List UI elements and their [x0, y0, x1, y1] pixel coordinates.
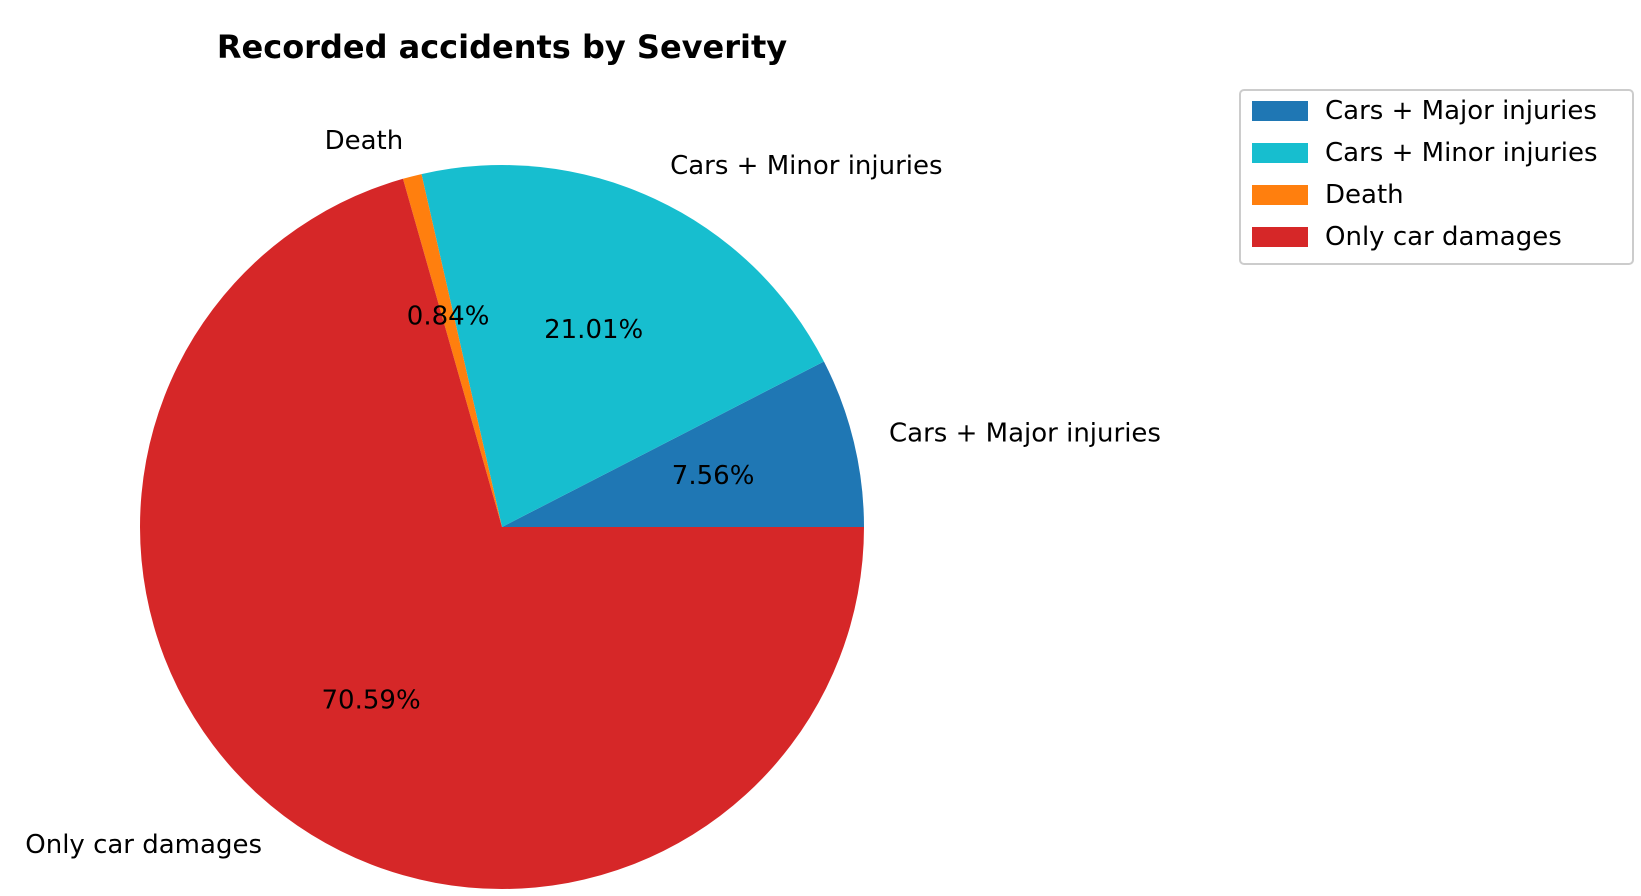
slice-label-cars-major-injuries: Cars + Major injuries: [889, 418, 1161, 448]
slice-label-only-car-damages: Only car damages: [25, 830, 262, 860]
percent-label-death: 0.84%: [407, 302, 490, 332]
chart-title: Recorded accidents by Severity: [217, 28, 787, 66]
slice-outer-labels: Cars + Major injuries Cars + Minor injuri…: [25, 126, 1161, 860]
percent-label-only-car-damages: 70.59%: [322, 685, 421, 715]
pie-slice-cars-major-injuries: [502, 361, 864, 527]
percent-label-cars-major-injuries: 7.56%: [672, 461, 755, 491]
slice-label-cars-minor-injuries: Cars + Minor injuries: [670, 151, 943, 181]
legend: Cars + Major injuries Cars + Minor injuri…: [1239, 89, 1634, 265]
pie-slices: [140, 165, 865, 890]
percent-labels: 7.56% 21.01% 0.84% 70.59%: [322, 302, 755, 716]
legend-frame: [1239, 89, 1634, 265]
pie-slice-death: [402, 174, 502, 528]
legend-swatch-cars-minor-injuries: [1252, 143, 1308, 163]
legend-label-cars-minor-injuries: Cars + Minor injuries: [1325, 138, 1598, 168]
legend-swatch-cars-major-injuries: [1252, 101, 1308, 121]
legend-label-cars-major-injuries: Cars + Major injuries: [1325, 96, 1597, 126]
pie-slice-cars-minor-injuries: [421, 165, 824, 528]
pie-slice-only-car-damages: [140, 178, 865, 890]
legend-swatch-only-car-damages: [1252, 227, 1308, 247]
legend-swatch-death: [1252, 185, 1308, 205]
legend-label-only-car-damages: Only car damages: [1325, 222, 1562, 252]
legend-label-death: Death: [1325, 180, 1404, 210]
percent-label-cars-minor-injuries: 21.01%: [544, 315, 643, 345]
slice-label-death: Death: [325, 126, 404, 156]
